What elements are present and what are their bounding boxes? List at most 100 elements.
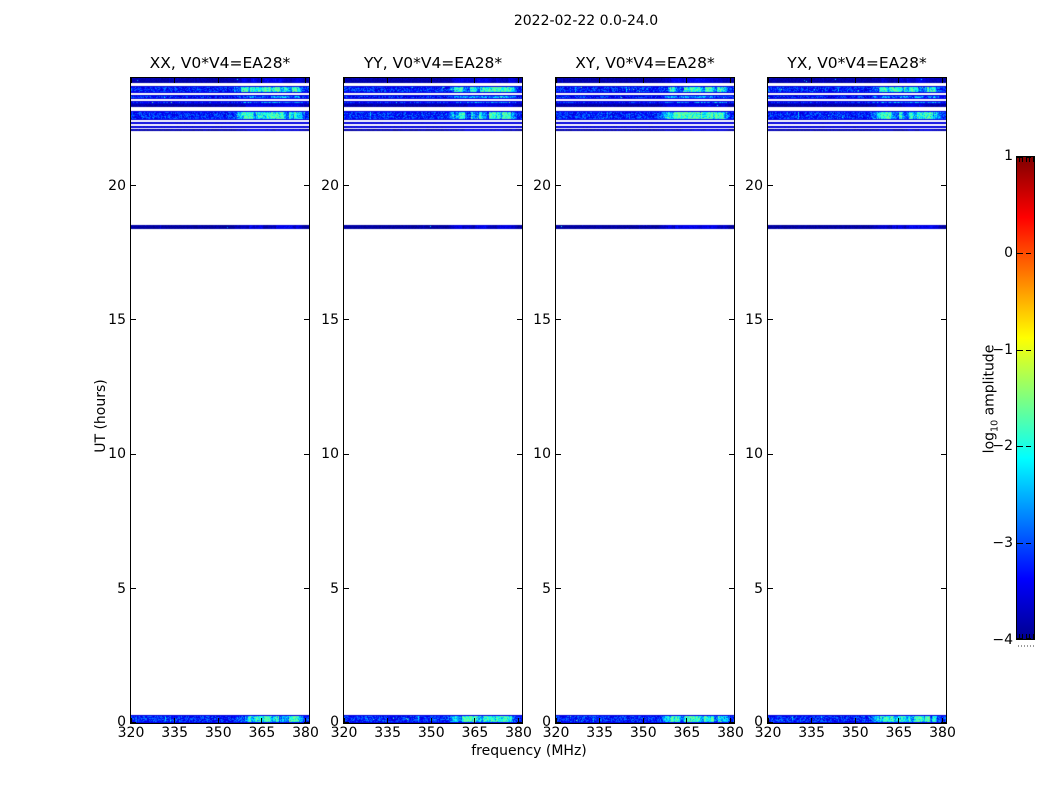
x-tick-mark [430,718,432,723]
panel-title-yx: YX, V0*V4=EA28* [787,54,927,72]
y-tick-mark [556,319,561,321]
subplot-xx: XX, V0*V4=EA28* 320 335 350 365 380 0 5 10 15 20 [108,54,319,740]
colorbar-minitick-top [1029,157,1031,162]
colorbar-tick-label: −1 [992,341,1013,358]
x-tick-mark-top [518,78,519,83]
y-tick-mark [131,453,136,455]
x-tick-mark [767,718,769,723]
x-tick-mark-top [811,78,813,83]
y-tick-label: 5 [542,580,551,597]
x-tick-mark [130,718,132,723]
y-tick-mark-right [517,721,522,723]
colorbar-tick-mark [1017,543,1023,545]
colorbar-tick-mark [1017,638,1023,639]
y-tick-mark [768,721,773,723]
y-tick-label: 20 [745,177,763,194]
y-tick-mark-right [517,588,522,590]
y-tick-label: 10 [745,446,763,463]
colorbar-minitick-bottom [1025,634,1027,639]
y-tick-mark-right [304,453,309,455]
colorbar-tick-mark [1026,157,1031,158]
spectrogram-canvas-xy [556,78,734,723]
subplot-xy: XY, V0*V4=EA28* 320 335 350 365 380 0 5 10 15 20 [533,54,744,740]
x-tick-mark-top [898,78,900,83]
colorbar-minitick-bottom [1032,634,1034,639]
y-tick-mark [344,185,349,186]
x-tick-mark-top [599,78,601,83]
y-tick-label: 0 [330,714,339,730]
y-tick-mark-right [941,588,946,590]
y-tick-label: 10 [321,446,339,463]
x-tick-mark-top [387,78,389,83]
colorbar-tick-label: 0 [1004,244,1013,261]
x-tick-mark [811,718,813,723]
colorbar-minitick-top [1019,157,1020,162]
colorbar-gradient [1016,156,1035,640]
x-tick-mark [898,718,900,723]
y-tick-mark-right [517,185,522,186]
x-tick-label: 320 [330,725,358,741]
y-tick-label: 0 [754,714,763,730]
y-tick-mark-right [729,721,734,723]
x-tick-mark-top [642,78,644,83]
plot-area-yx [767,77,947,724]
x-tick-mark-top [767,78,769,83]
y-tick-mark-right [729,319,734,321]
y-tick-label: 15 [321,311,339,328]
colorbar-minitick-bottom [1022,634,1024,639]
colorbar-tick-mark [1026,446,1031,448]
spectrogram-canvas-yx [768,78,946,723]
x-tick-label: 335 [161,725,188,741]
y-tick-label: 0 [117,714,126,730]
y-tick-label: 20 [321,177,339,194]
x-tick-mark-top [474,78,476,83]
x-tick-mark [942,718,943,723]
x-tick-label: 365 [885,725,913,741]
subplot-yy: YY, V0*V4=EA28* 320 335 350 365 380 0 5 10 15 20 [321,54,532,740]
y-tick-mark-right [941,319,946,321]
x-tick-label: 335 [374,725,401,741]
x-tick-mark-top [343,78,345,83]
x-axis-label: frequency (MHz) [471,743,587,759]
colorbar-tick-mark [1017,349,1023,351]
x-tick-mark [174,718,176,723]
y-tick-mark-right [941,453,946,455]
y-tick-mark [344,319,349,321]
x-tick-mark [387,718,389,723]
y-tick-mark-right [941,721,946,723]
colorbar-minitick-top [1032,157,1034,162]
x-tick-mark [642,718,644,723]
x-tick-label: 335 [798,725,825,741]
x-tick-mark [854,718,856,723]
y-tick-mark [131,319,136,321]
colorbar-minitick-top [1022,157,1024,162]
panel-title-xy: XY, V0*V4=EA28* [575,54,715,72]
y-tick-mark-right [304,721,309,723]
y-tick-label: 0 [542,714,551,730]
colorbar-axis-label: log10 amplitude [982,345,1001,454]
x-tick-mark [518,718,519,723]
colorbar-tick-label: −2 [992,438,1013,455]
x-tick-mark-top [217,78,219,83]
x-tick-label: 350 [841,725,869,741]
x-tick-label: 335 [586,725,613,741]
y-tick-mark-right [729,453,734,455]
y-tick-label: 15 [108,311,126,328]
y-tick-mark [768,319,773,321]
y-tick-mark-right [517,319,522,321]
y-tick-mark [344,453,349,455]
colorbar-tick-mark [1026,349,1031,351]
colorbar-tick-mark [1026,638,1031,639]
y-tick-mark-right [304,319,309,321]
x-tick-mark [474,718,476,723]
x-tick-mark [217,718,219,723]
colorbar-minor-dots [1018,645,1034,647]
plot-area-yy [343,77,523,724]
x-tick-mark-top [730,78,731,83]
y-tick-label: 5 [117,580,126,597]
panel-title-yy: YY, V0*V4=EA28* [363,54,503,72]
y-tick-mark-right [729,185,734,186]
colorbar-tick-mark [1017,252,1023,254]
x-tick-label: 380 [717,725,744,741]
y-tick-label: 20 [108,177,126,194]
